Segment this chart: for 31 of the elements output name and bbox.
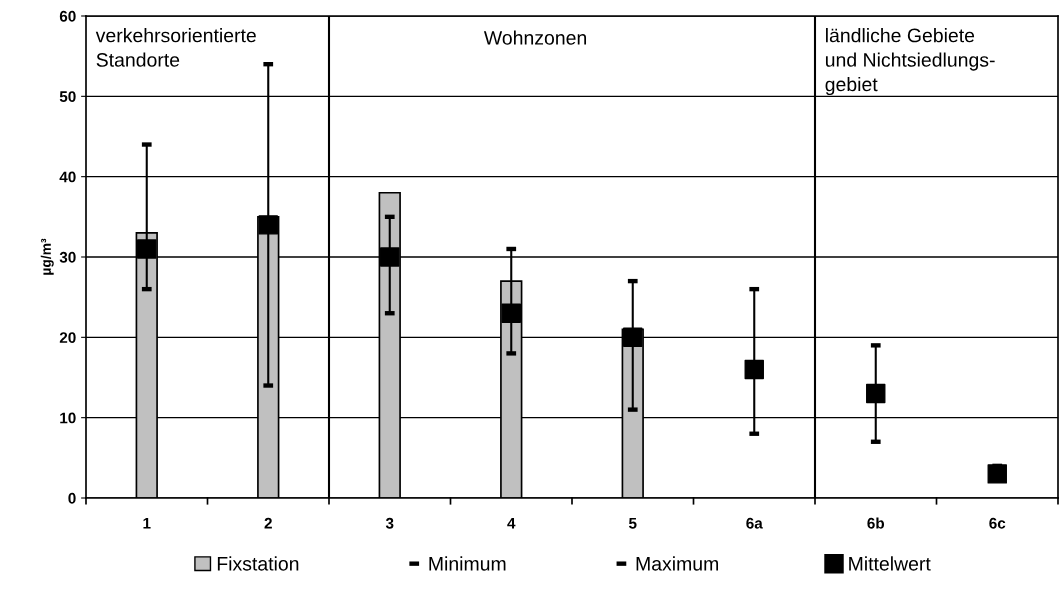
x-tick-label: 4 [507, 518, 516, 529]
point [258, 215, 278, 235]
y-tick-label: 20 [59, 332, 76, 344]
y-tick-label: 40 [59, 171, 76, 183]
legend-label: Fixstation [217, 556, 299, 571]
annotation: ländliche Gebiete und Nichtsiedlungs- gebiet [825, 28, 995, 96]
annotation: Wohnzonen [483, 30, 587, 45]
y-tick-label: 30 [59, 251, 76, 263]
point [501, 303, 521, 323]
y-tick-label: 60 [59, 10, 76, 22]
x-tick-label: 2 [264, 517, 272, 529]
y-tick-label: 0 [68, 492, 76, 504]
y-tick-label: 50 [59, 91, 76, 103]
x-tick-label: 6a [746, 517, 763, 529]
point [137, 239, 157, 259]
legend-label: Maximum [636, 556, 719, 571]
x-tick-label: 6b [867, 517, 885, 529]
y-axis-title: µg/m³ [40, 238, 54, 275]
point [380, 247, 400, 267]
y-tick-label: 10 [60, 412, 76, 424]
point [866, 383, 886, 404]
x-tick-label: 1 [143, 518, 151, 529]
x-tick-label: 3 [385, 517, 394, 529]
point [744, 359, 764, 380]
point [623, 327, 643, 348]
legend-label: Mittelwert [849, 556, 931, 571]
legend-label: Minimum [429, 556, 506, 571]
x-tick-label: 5 [628, 518, 637, 529]
point [987, 464, 1007, 484]
annotation: verkehrsorientierte Standorte [95, 28, 256, 67]
x-tick-label: 6c [989, 517, 1006, 529]
